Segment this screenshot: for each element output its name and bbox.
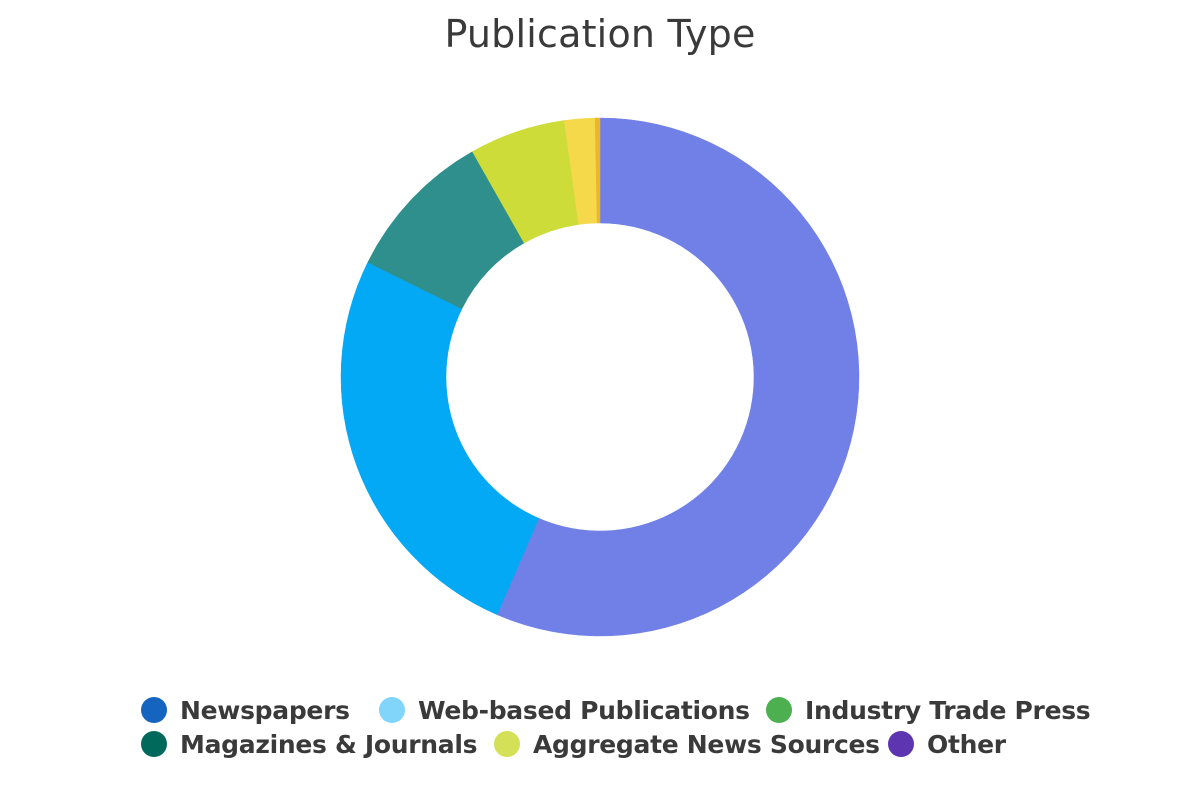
legend-label-magazines-journals: Magazines & Journals bbox=[180, 729, 478, 759]
legend-item-industry-trade-press[interactable]: Industry Trade Press bbox=[766, 694, 1091, 726]
chart-title: Publication Type bbox=[444, 12, 756, 56]
donut-slice-newspapers-0[interactable] bbox=[496, 117, 860, 637]
legend-label-other: Other bbox=[927, 729, 1006, 759]
legend-label-industry-trade-press: Industry Trade Press bbox=[805, 695, 1091, 725]
legend-item-aggregate-news-sources[interactable]: Aggregate News Sources bbox=[494, 728, 880, 760]
legend-item-other[interactable]: Other bbox=[888, 728, 1006, 760]
legend-label-web-based-publications: Web-based Publications bbox=[418, 695, 750, 725]
legend-marker-newspapers bbox=[141, 697, 167, 723]
legend-marker-other bbox=[888, 731, 914, 757]
legend-item-newspapers[interactable]: Newspapers bbox=[141, 694, 350, 726]
donut-slice-web-based-publications-1[interactable] bbox=[340, 261, 540, 616]
legend-marker-industry-trade-press bbox=[766, 697, 792, 723]
legend-label-aggregate-news-sources: Aggregate News Sources bbox=[533, 729, 880, 759]
legend-marker-aggregate-news-sources bbox=[494, 731, 520, 757]
legend-item-web-based-publications[interactable]: Web-based Publications bbox=[379, 694, 750, 726]
legend-item-magazines-journals[interactable]: Magazines & Journals bbox=[141, 728, 478, 760]
legend-marker-web-based-publications bbox=[379, 697, 405, 723]
legend-label-newspapers: Newspapers bbox=[180, 695, 350, 725]
donut-slice-unlabeled-6[interactable] bbox=[594, 117, 601, 224]
legend-marker-magazines-journals bbox=[141, 731, 167, 757]
